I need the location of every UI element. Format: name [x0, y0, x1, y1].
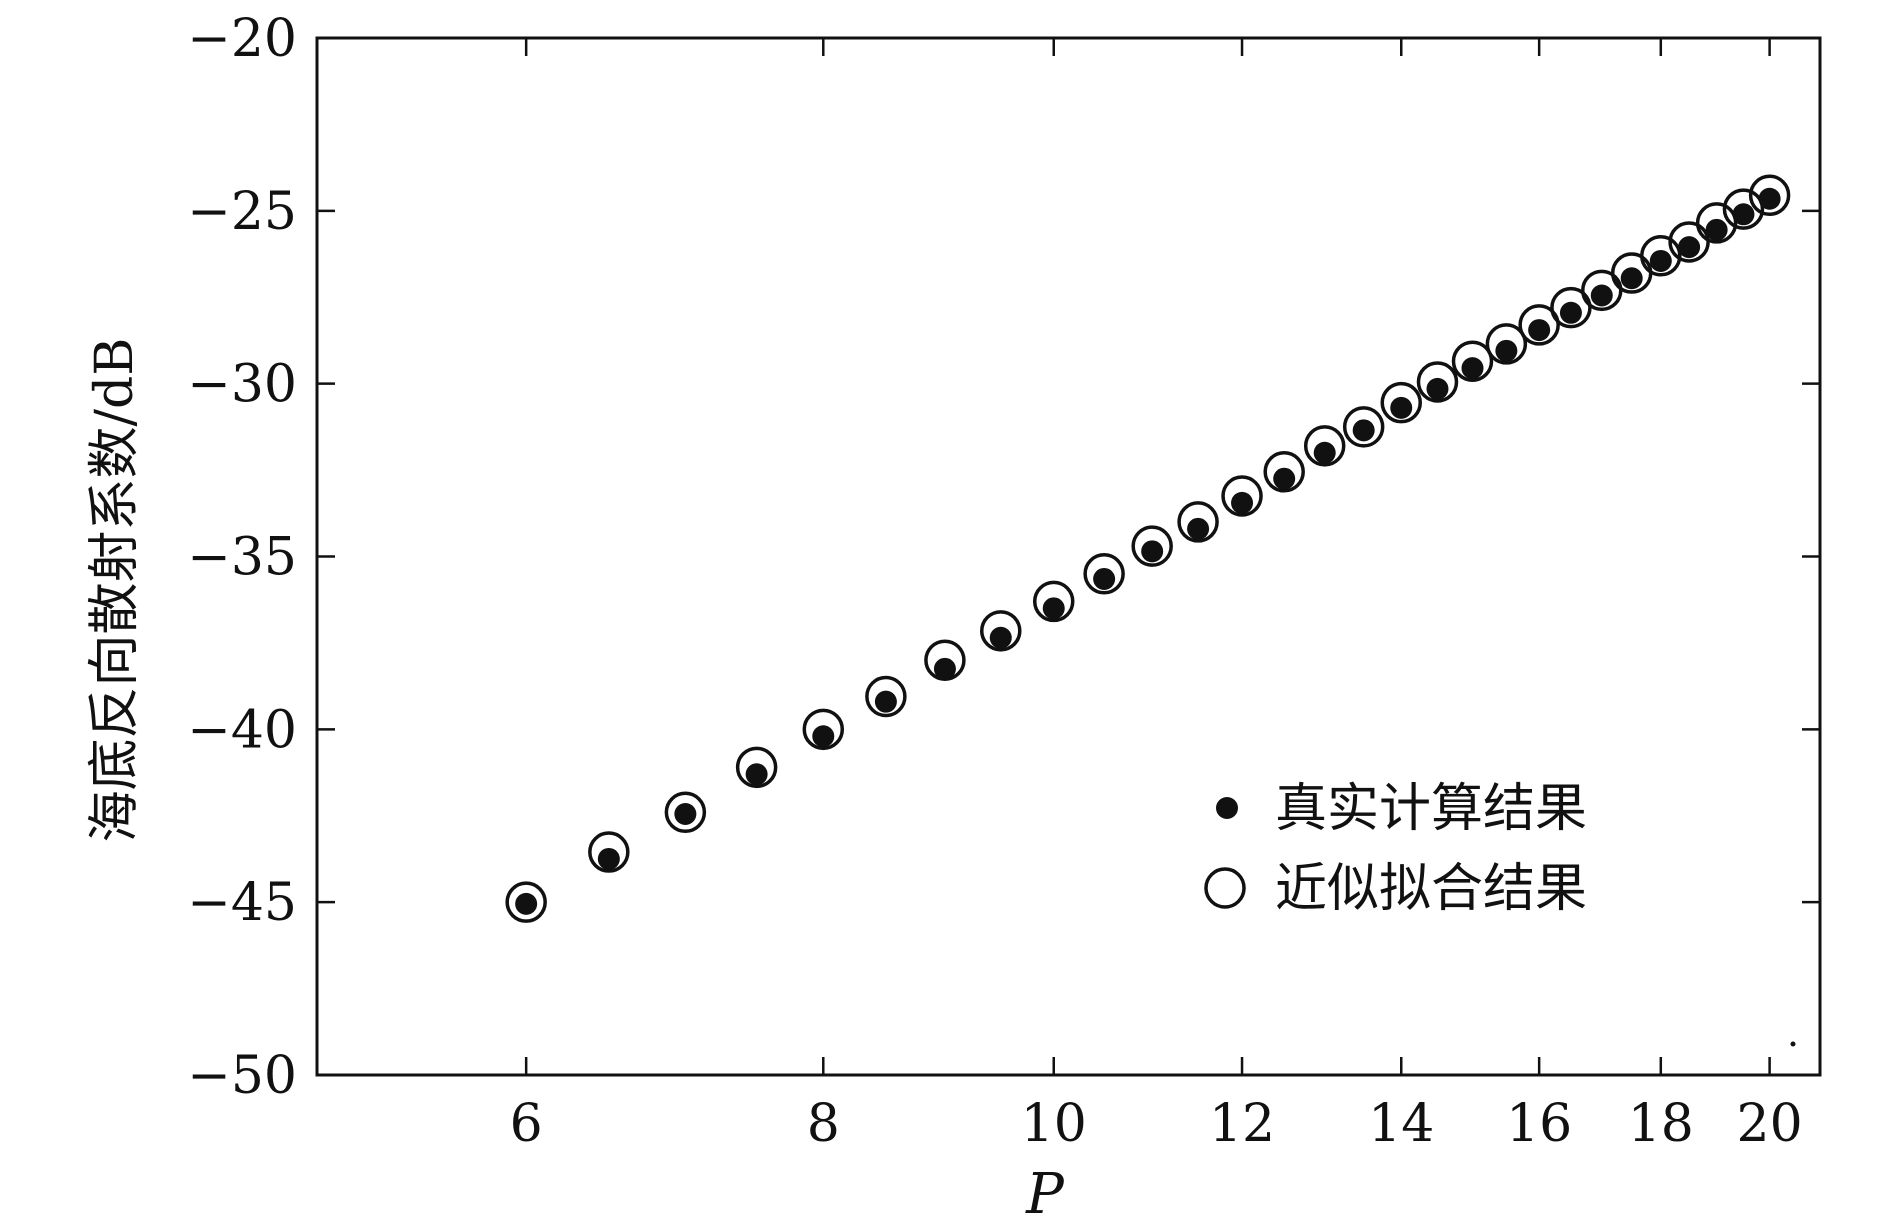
true-point — [674, 803, 697, 826]
y-tick-label: −45 — [187, 873, 297, 933]
fit-point — [802, 708, 845, 751]
x-tick-label: 10 — [1021, 1094, 1087, 1154]
y-tick-label: −25 — [187, 182, 297, 242]
fit-point — [1416, 361, 1459, 403]
true-point — [1620, 267, 1643, 290]
true-point — [515, 892, 538, 915]
fit-point — [1342, 406, 1385, 448]
true-point — [1426, 377, 1449, 400]
x-tick-label: 8 — [807, 1094, 840, 1154]
true-point — [745, 763, 768, 786]
y-tick-label: −20 — [187, 9, 297, 69]
true-point — [1313, 441, 1336, 464]
true-point — [1528, 319, 1551, 342]
true-point — [1273, 467, 1296, 490]
true-point — [933, 657, 956, 680]
legend: 真实计算结果 近似拟合结果 — [1204, 779, 1587, 919]
data-points — [505, 174, 1791, 923]
fit-point — [1695, 202, 1738, 244]
true-point — [1141, 540, 1164, 563]
true-point — [1093, 567, 1116, 590]
fit-point — [980, 610, 1022, 652]
true-point — [1705, 218, 1728, 241]
true-point — [1495, 339, 1518, 362]
y-tick-label: −35 — [187, 528, 297, 588]
fit-point — [1083, 553, 1125, 595]
y-tick-labels: −20 −25 −30 −35 −40 −45 −50 — [187, 9, 297, 1106]
fit-point — [1032, 580, 1075, 623]
fit-point — [735, 746, 778, 789]
legend-marker-true — [1216, 797, 1238, 819]
plot-frame — [315, 36, 1822, 1077]
fit-point — [1668, 221, 1710, 263]
fit-point — [1722, 188, 1765, 230]
fit-point — [1640, 235, 1682, 277]
x-tick-label: 18 — [1628, 1094, 1694, 1154]
fit-point — [505, 881, 547, 923]
x-tick-label: 6 — [510, 1094, 543, 1154]
fit-point — [1518, 304, 1560, 346]
legend-label-fit: 近似拟合结果 — [1275, 859, 1587, 919]
x-tick-label: 20 — [1737, 1094, 1803, 1154]
true-point — [1732, 203, 1755, 226]
legend-marker-fit — [1204, 867, 1246, 909]
fit-point — [1221, 475, 1263, 517]
axis-ticks — [317, 36, 1820, 1077]
y-tick-label: −50 — [187, 1046, 297, 1106]
fit-point — [1177, 501, 1219, 543]
y-tick-label: −30 — [187, 355, 297, 415]
fit-point — [1451, 340, 1494, 382]
true-point — [1758, 187, 1781, 210]
fit-point — [1550, 286, 1592, 329]
fit-point — [1380, 381, 1422, 424]
true-point — [1678, 236, 1701, 259]
x-tick-label: 16 — [1506, 1094, 1572, 1154]
y-axis-label: 海底反向散射系数/dB — [85, 337, 145, 842]
true-point — [1187, 517, 1210, 540]
stray-dot — [1790, 1041, 1796, 1047]
true-point — [1352, 419, 1375, 442]
fit-point — [664, 791, 707, 834]
true-point — [1231, 491, 1254, 514]
fit-point — [1303, 425, 1346, 467]
true-point — [597, 847, 620, 870]
true-point — [812, 725, 835, 748]
fit-point — [1748, 174, 1791, 217]
fit-point — [865, 675, 907, 718]
fit-point — [1263, 451, 1305, 493]
x-tick-labels: 6 8 10 12 14 16 18 20 — [510, 1094, 1803, 1154]
fit-point — [588, 831, 630, 873]
true-point — [874, 690, 897, 713]
true-point — [989, 626, 1012, 649]
x-tick-label: 14 — [1368, 1094, 1434, 1154]
x-axis-label: P — [1025, 1162, 1065, 1227]
true-point — [1390, 396, 1413, 419]
y-tick-label: −40 — [187, 700, 297, 760]
fit-point — [1131, 525, 1173, 567]
legend-label-true: 真实计算结果 — [1275, 779, 1587, 839]
true-point — [1559, 301, 1582, 324]
true-point — [1590, 284, 1613, 307]
true-point — [1461, 357, 1484, 380]
true-point — [1042, 597, 1065, 620]
true-point — [1649, 249, 1672, 272]
fit-point — [1485, 323, 1528, 365]
x-tick-label: 12 — [1209, 1094, 1275, 1154]
